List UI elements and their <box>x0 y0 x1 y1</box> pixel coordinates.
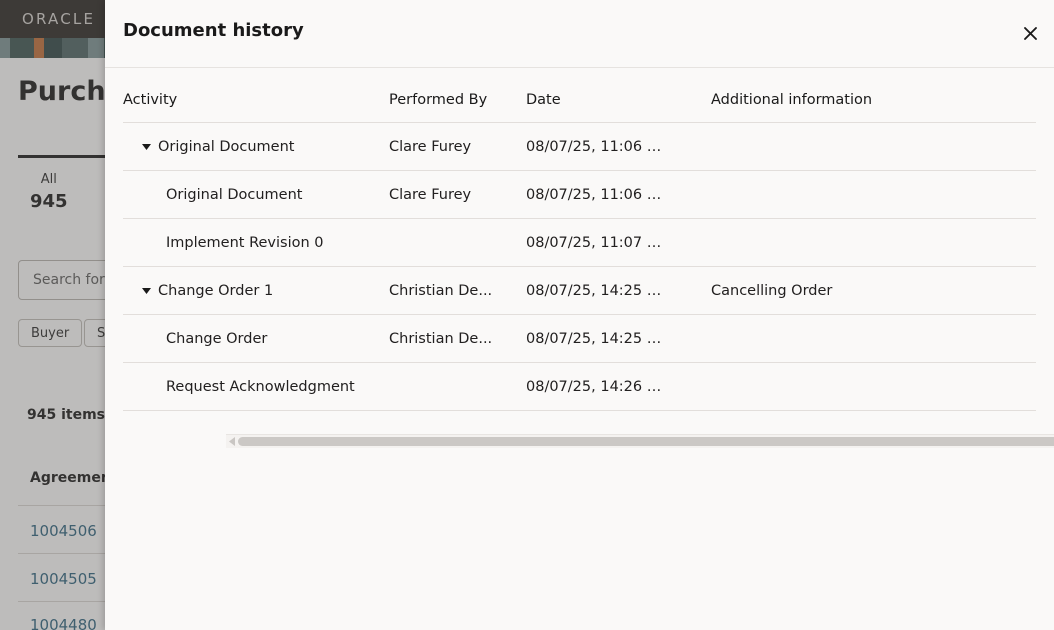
cell-activity: Change Order <box>123 314 389 363</box>
cell-date: 08/07/25, 11:07 … <box>526 218 711 267</box>
document-history-rows: Original Document Clare Furey 08/07/25, 11… <box>123 122 1036 411</box>
disclosure-triangle-down-icon[interactable] <box>139 284 153 298</box>
column-header-activity[interactable]: Activity <box>123 92 178 108</box>
tab-all-label: All <box>40 172 57 187</box>
table-row[interactable]: Change Order Christian De... 08/07/25, 14:… <box>123 314 1036 363</box>
items-count: 945 items <box>27 407 106 423</box>
activity-label: Change Order 1 <box>158 282 274 299</box>
cell-date: 08/07/25, 11:06 … <box>526 122 711 171</box>
filter-chip-buyer-label: Buyer <box>31 325 70 341</box>
close-icon[interactable] <box>1016 19 1044 47</box>
document-history-dialog: Document history Activity Performed By D… <box>105 0 1054 630</box>
activity-label: Change Order <box>166 330 268 347</box>
column-header-performed-by[interactable]: Performed By <box>389 92 488 108</box>
column-header-date[interactable]: Date <box>526 92 561 108</box>
table-header-row: Activity Performed By Date Additional in… <box>123 92 1036 123</box>
document-history-table: Activity Performed By Date Additional in… <box>123 92 1036 411</box>
cell-performed-by <box>389 362 526 411</box>
dialog-header: Document history <box>105 0 1054 68</box>
cell-performed-by: Christian De... <box>389 314 526 363</box>
table-row[interactable]: Original Document Clare Furey 08/07/25, 11… <box>123 170 1036 219</box>
scrollbar-track[interactable] <box>238 435 1054 449</box>
disclosure-triangle-down-icon[interactable] <box>139 140 153 154</box>
table-row[interactable]: Original Document Clare Furey 08/07/25, 11… <box>123 122 1036 171</box>
cell-activity: Change Order 1 <box>123 266 389 315</box>
cell-performed-by: Christian De... <box>389 266 526 315</box>
cell-performed-by: Clare Furey <box>389 122 526 171</box>
agreement-link-1[interactable]: 1004506 <box>30 522 97 540</box>
agreement-column-header: Agreement <box>30 470 118 486</box>
cell-activity: Original Document <box>123 122 389 171</box>
cell-performed-by: Clare Furey <box>389 170 526 219</box>
cell-date: 08/07/25, 14:26 … <box>526 362 711 411</box>
agreement-link-2[interactable]: 1004505 <box>30 570 97 588</box>
document-history-table-container: Activity Performed By Date Additional in… <box>123 92 1036 411</box>
dialog-title: Document history <box>123 20 304 41</box>
activity-label: Implement Revision 0 <box>166 234 324 251</box>
cell-additional-information <box>711 170 1036 219</box>
cell-activity: Implement Revision 0 <box>123 218 389 267</box>
filter-chip-buyer[interactable]: Buyer <box>18 319 83 347</box>
scrollbar-thumb[interactable] <box>238 436 1054 446</box>
cell-activity: Request Acknowledgment <box>123 362 389 411</box>
table-row[interactable]: Change Order 1 Christian De... 08/07/25, 1… <box>123 266 1036 315</box>
cell-additional-information: Cancelling Order <box>711 266 1036 315</box>
cell-additional-information <box>711 122 1036 171</box>
cell-additional-information <box>711 362 1036 411</box>
table-row[interactable]: Implement Revision 0 08/07/25, 11:07 … <box>123 218 1036 267</box>
tab-all[interactable]: All 945 <box>30 172 68 212</box>
oracle-logo: ORACLE <box>22 10 96 28</box>
column-header-additional-information[interactable]: Additional information <box>711 92 873 108</box>
cell-performed-by <box>389 218 526 267</box>
activity-label: Original Document <box>166 186 303 203</box>
activity-label: Original Document <box>158 138 295 155</box>
cell-date: 08/07/25, 11:06 … <box>526 170 711 219</box>
horizontal-scrollbar[interactable] <box>226 434 1054 448</box>
tab-all-count: 945 <box>30 191 68 212</box>
cell-additional-information <box>711 218 1036 267</box>
table-row[interactable]: Request Acknowledgment 08/07/25, 14:26 … <box>123 362 1036 411</box>
cell-additional-information <box>711 314 1036 363</box>
cell-date: 08/07/25, 14:25 … <box>526 314 711 363</box>
cell-date: 08/07/25, 14:25 … <box>526 266 711 315</box>
activity-label: Request Acknowledgment <box>166 378 355 395</box>
chevron-left-icon[interactable] <box>226 435 238 449</box>
cell-activity: Original Document <box>123 170 389 219</box>
agreement-link-3[interactable]: 1004480 <box>30 616 97 630</box>
